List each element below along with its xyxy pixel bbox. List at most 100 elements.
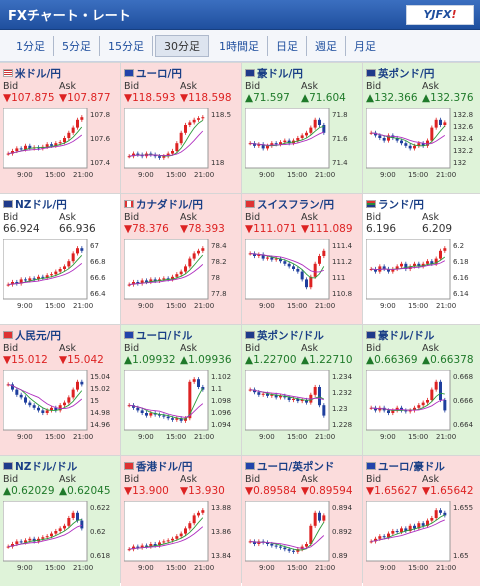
flag-icon [3, 200, 13, 208]
pair-title[interactable]: スイスフラン/円 [245, 196, 359, 212]
candle-body [313, 263, 317, 277]
candle-body [54, 407, 58, 411]
rate-card[interactable]: NZドル/ドル Bid Ask ▲0.62029 ▲0.62045 0.622 0.62 0.… [0, 456, 120, 586]
rate-card[interactable]: 英ポンド/ドル Bid Ask ▲1.22700 ▲1.22710 1.234 1.232 1… [242, 325, 362, 455]
mini-chart[interactable]: 111.4 111.2 111 110.8 9:00 15:00 21:00 [245, 239, 359, 317]
flag-icon [124, 462, 134, 470]
x-tick-label: 21:00 [194, 564, 214, 572]
flag-icon [245, 200, 255, 208]
pair-title[interactable]: 英ポンド/円 [366, 65, 480, 81]
candle-body [179, 533, 183, 537]
mini-chart[interactable]: 78.4 78.2 78 77.8 9:00 15:00 21:00 [124, 239, 238, 317]
pair-title[interactable]: 人民元/円 [3, 327, 117, 343]
pair-title[interactable]: ユーロ/円 [124, 65, 238, 81]
candle-body [145, 413, 148, 416]
mini-chart[interactable]: 118.5 118 9:00 15:00 21:00 [124, 108, 238, 186]
rate-card[interactable]: 豪ドル/ドル Bid Ask ▲0.66369 ▲0.66378 0.668 0.666 0.… [363, 325, 480, 455]
rate-card[interactable]: 香港ドル/円 Bid Ask ▼13.900 ▼13.930 13.88 13.86 13.8… [121, 456, 241, 586]
candle-body [19, 148, 23, 150]
tab-0[interactable]: 1分足 [8, 35, 54, 56]
pair-title[interactable]: NZドル/ドル [3, 458, 117, 474]
candle-body [15, 148, 19, 151]
mini-chart[interactable]: 1.102 1.1 1.098 1.096 1.094 9:00 15:00 21:00 [124, 370, 238, 448]
candle-body [41, 537, 45, 539]
mini-chart[interactable]: 107.8 107.6 107.4 9:00 15:00 21:00 [3, 108, 117, 186]
mini-chart[interactable]: 1.655 1.65 9:00 15:00 21:00 [366, 501, 480, 579]
mini-chart[interactable]: 15.04 15.02 15 14.98 14.96 9:00 15:00 21:00 [3, 370, 117, 448]
rate-card[interactable]: カナダドル/円 Bid Ask ▼78.376 ▼78.393 78.4 78.2 78 77.… [121, 194, 241, 324]
mini-chart[interactable]: 132.8 132.6 132.4 132.2 132 9:00 15:00 21:00 [366, 108, 480, 186]
candle-body [15, 541, 19, 544]
pair-title[interactable]: ランド/円 [366, 196, 480, 212]
rate-card[interactable]: 人民元/円 Bid Ask ▼15.012 ▼15.042 15.04 15.02 15 14.… [0, 325, 120, 455]
candle-body [443, 512, 447, 516]
x-tick-label: 21:00 [194, 302, 214, 310]
candle-body [145, 545, 148, 547]
pair-title[interactable]: 豪ドル/ドル [366, 327, 480, 343]
pair-title[interactable]: 豪ドル/円 [245, 65, 359, 81]
mini-chart[interactable]: 67 66.8 66.6 66.4 9:00 15:00 21:00 [3, 239, 117, 317]
mini-chart[interactable]: 0.668 0.666 0.664 9:00 15:00 21:00 [366, 370, 480, 448]
rate-card[interactable]: ユーロ/豪ドル Bid Ask ▼1.65627 ▼1.65642 1.655 1.65 9:… [363, 456, 480, 586]
tab-2[interactable]: 15分足 [100, 35, 153, 56]
x-tick-label: 9:00 [17, 564, 33, 572]
ma-long-line [250, 131, 324, 146]
mini-chart[interactable]: 0.622 0.62 0.618 9:00 15:00 21:00 [3, 501, 117, 579]
pair-title[interactable]: ユーロ/豪ドル [366, 458, 480, 474]
bid-label: Bid [3, 212, 19, 223]
pair-title[interactable]: NZドル/円 [3, 196, 117, 212]
candle-body [6, 284, 10, 286]
ask-label: Ask [180, 474, 197, 485]
mini-chart[interactable]: 6.2 6.18 6.16 6.14 9:00 15:00 21:00 [366, 239, 480, 317]
candle-body [197, 118, 200, 120]
rate-card[interactable]: スイスフラン/円 Bid Ask ▼111.071 ▼111.089 111.4 111.2… [242, 194, 362, 324]
candle-body [322, 125, 326, 133]
rate-card[interactable]: 米ドル/円 Bid Ask ▼107.875 ▼107.877 107.8 107.6 107… [0, 63, 120, 193]
mini-chart[interactable]: 71.8 71.6 71.4 9:00 15:00 21:00 [245, 108, 359, 186]
candle-body [426, 261, 429, 264]
candle-body [404, 143, 408, 146]
tab-7[interactable]: 月足 [354, 39, 376, 53]
ma-long-line [250, 389, 324, 401]
candle-body [201, 248, 205, 251]
candle-body [305, 279, 308, 288]
y-tick-label: 14.96 [90, 421, 111, 429]
pair-title[interactable]: 香港ドル/円 [124, 458, 238, 474]
bid-value: ▼0.89584 [245, 485, 297, 497]
tab-3[interactable]: 30分足 [155, 34, 209, 57]
pair-title[interactable]: 米ドル/円 [3, 65, 117, 81]
ask-label: Ask [59, 212, 76, 223]
tab-1[interactable]: 5分足 [54, 35, 100, 56]
rate-card[interactable]: ランド/円 Bid Ask 6.196 6.209 6.2 6.18 6.16 6.14 9:00… [363, 194, 480, 324]
y-tick-label: 14.98 [90, 409, 110, 417]
candle-body [140, 280, 144, 284]
rate-card[interactable]: NZドル/円 Bid Ask 66.924 66.936 67 66.8 66.6 66.4 9:… [0, 194, 120, 324]
bid-ask-labels: Bid Ask [3, 343, 117, 354]
candle-body [296, 549, 300, 552]
candle-body [32, 538, 36, 542]
candle-body [171, 276, 174, 280]
tab-4[interactable]: 1時間足 [211, 35, 268, 56]
candle-body [257, 144, 261, 146]
candle-body [15, 282, 19, 284]
candle-body [45, 410, 49, 413]
pair-title[interactable]: ユーロ/ドル [124, 327, 238, 343]
pair-title[interactable]: 英ポンド/ドル [245, 327, 359, 343]
ask-value: ▼111.089 [301, 223, 353, 235]
pair-title[interactable]: ユーロ/英ポンド [245, 458, 359, 474]
bid-ask-values: ▼0.89584 ▼0.89594 [245, 485, 359, 498]
yjfx-logo[interactable]: YJFX! [406, 4, 474, 25]
mini-chart[interactable]: 13.88 13.86 13.84 9:00 15:00 21:00 [124, 501, 238, 579]
mini-chart[interactable]: 1.234 1.232 1.23 1.228 9:00 15:00 21:00 [245, 370, 359, 448]
rate-card[interactable]: ユーロ/ドル Bid Ask ▲1.09932 ▲1.09936 1.102 1.1 1.09… [121, 325, 241, 455]
candle-body [296, 398, 300, 402]
tab-5[interactable]: 日足 [268, 35, 307, 56]
pair-title[interactable]: カナダドル/円 [124, 196, 238, 212]
ma-long-line [371, 260, 446, 271]
rate-card[interactable]: 豪ドル/円 Bid Ask ▲71.597 ▲71.604 71.8 71.6 71.4 9:0… [242, 63, 362, 193]
mini-chart[interactable]: 0.894 0.892 0.89 9:00 15:00 21:00 [245, 501, 359, 579]
tab-6[interactable]: 週足 [307, 35, 346, 56]
rate-card[interactable]: ユーロ/英ポンド Bid Ask ▼0.89584 ▼0.89594 0.894 0.892… [242, 456, 362, 586]
rate-card[interactable]: 英ポンド/円 Bid Ask ▲132.366 ▲132.376 132.8 132.6 13… [363, 63, 480, 193]
rate-card[interactable]: ユーロ/円 Bid Ask ▼118.593 ▼118.598 118.5 118 9:00 1… [121, 63, 241, 193]
